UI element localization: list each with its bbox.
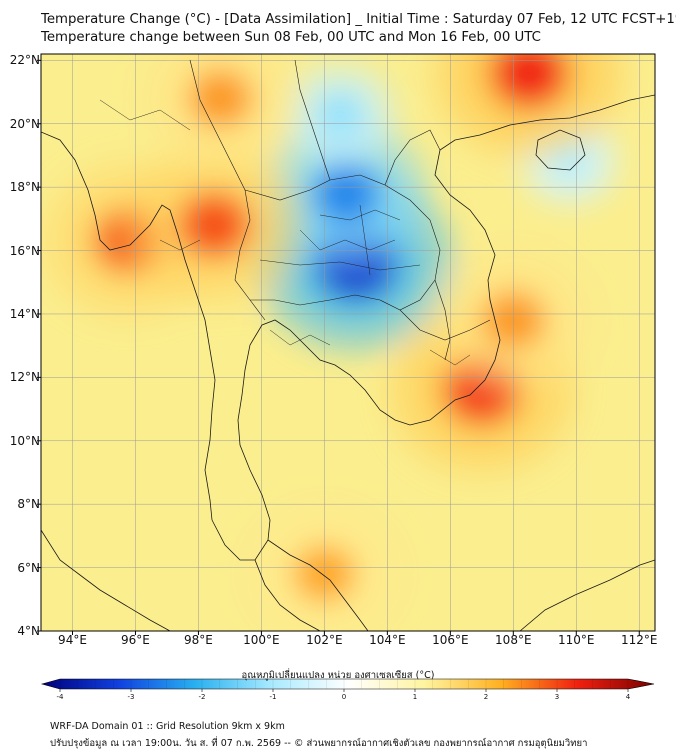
colorbar-tick-label: 4 bbox=[625, 693, 631, 701]
sumatra-coastline bbox=[41, 529, 171, 631]
latitude-label: 16°N bbox=[9, 243, 40, 258]
latitude-label: 14°N bbox=[9, 306, 40, 321]
malaysia-coastline bbox=[254, 539, 369, 631]
anomaly-myanmar-north-warming bbox=[188, 69, 253, 127]
borneo-coastline bbox=[519, 559, 655, 631]
longitude-label: 112°E bbox=[621, 633, 658, 647]
longitude-label: 110°E bbox=[558, 633, 595, 647]
map-frame bbox=[40, 53, 656, 632]
longitude-label: 96°E bbox=[121, 633, 150, 647]
province-borders bbox=[99, 99, 471, 366]
footer-model-info: WRF-DA Domain 01 :: Grid Resolution 9km … bbox=[50, 721, 285, 732]
thai-peninsula-coastline bbox=[211, 94, 655, 561]
longitude-label: 102°E bbox=[306, 633, 343, 647]
anomaly-north-cooling bbox=[316, 93, 364, 136]
colorbar-title: อุณหภูมิเปลี่ยนแปลง หน่วย องศาเซลเซียส (… bbox=[241, 670, 435, 681]
longitude-label: 104°E bbox=[369, 633, 406, 647]
colorbar-tick-label: -2 bbox=[198, 693, 206, 701]
footer-credit: ปรับปรุงข้อมูล ณ เวลา 19:00น. วัน ส. ที่… bbox=[50, 738, 588, 749]
longitude-label: 98°E bbox=[183, 633, 213, 647]
colorbar-tick-label: -1 bbox=[269, 693, 277, 701]
latitude-label: 8°N bbox=[17, 497, 40, 512]
longitude-label: 108°E bbox=[495, 633, 532, 647]
latitude-label: 22°N bbox=[9, 53, 40, 68]
colorbar-tick-label: 2 bbox=[483, 693, 489, 701]
latitude-label: 20°N bbox=[9, 116, 40, 131]
longitude-label: 94°E bbox=[58, 633, 87, 647]
longitude-label: 100°E bbox=[243, 633, 280, 647]
chart-subtitle: Temperature change between Sun 08 Feb, 0… bbox=[41, 30, 541, 45]
country-borders bbox=[189, 59, 491, 361]
colorbar-tick-label: 1 bbox=[412, 693, 418, 701]
latitude-label: 10°N bbox=[9, 433, 40, 448]
latitude-label: 6°N bbox=[17, 560, 40, 575]
colorbar-tick-label: -4 bbox=[56, 693, 64, 701]
colorbar-tick-label: -3 bbox=[127, 693, 135, 701]
myanmar-coastline bbox=[41, 131, 216, 521]
latitude-label: 12°N bbox=[9, 370, 40, 385]
anomaly-south-china-warming bbox=[490, 54, 568, 108]
coastlines-and-borders bbox=[41, 59, 655, 631]
chart-title: Temperature Change (°C) - [Data Assimila… bbox=[41, 12, 676, 27]
colorbar-tick-label: 0 bbox=[341, 693, 347, 701]
colorbar-tick-label: 3 bbox=[554, 693, 560, 701]
anomaly-laos-cooling bbox=[313, 163, 380, 224]
hainan-coastline bbox=[535, 129, 586, 171]
colorbar bbox=[40, 678, 655, 692]
anomaly-myanmar-east-warming bbox=[178, 192, 251, 258]
axis-ticks bbox=[37, 59, 640, 635]
latitude-label: 4°N bbox=[17, 624, 40, 638]
longitude-label: 106°E bbox=[432, 633, 469, 647]
graticule bbox=[41, 54, 655, 631]
latitude-label: 18°N bbox=[9, 180, 40, 195]
